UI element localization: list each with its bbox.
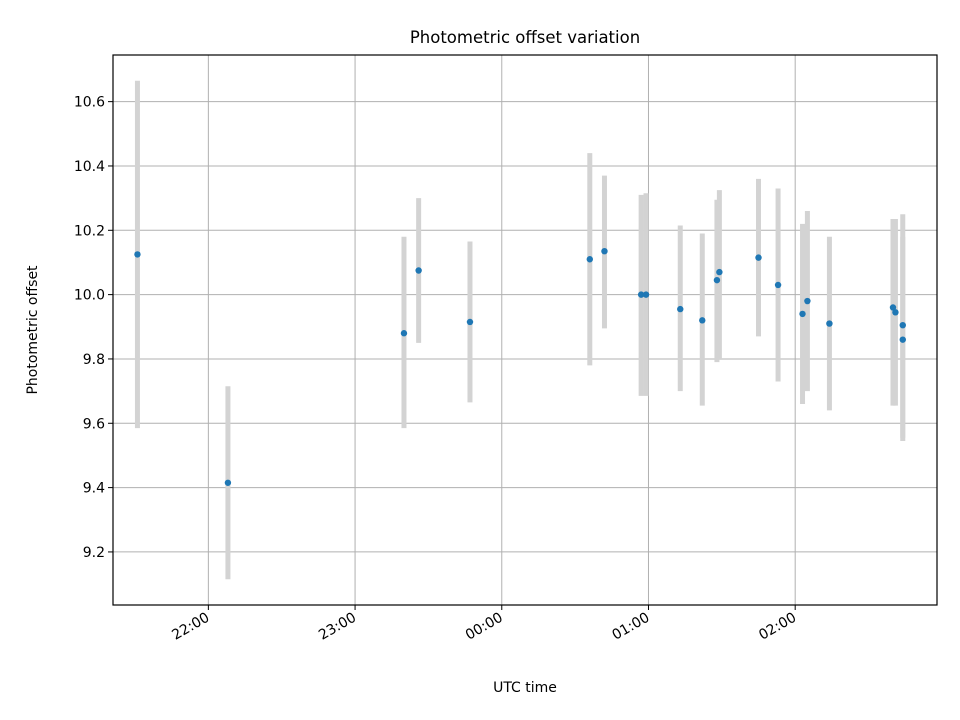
- y-axis-ticks: 9.2 9.4 9.6 9.8 10.0 10.2 10.4 10.6: [74, 95, 113, 561]
- data-point: [400, 330, 408, 337]
- data-point: [804, 297, 811, 305]
- data-point: [677, 305, 684, 313]
- y-tick-label: 10.0: [74, 288, 105, 304]
- y-tick-label: 9.4: [83, 481, 105, 497]
- data-point: [601, 247, 608, 255]
- data-point: [134, 251, 141, 258]
- plot-frame: [112, 54, 938, 606]
- data-point: [799, 310, 806, 318]
- data-point: [899, 336, 906, 343]
- y-tick-label: 10.2: [74, 223, 105, 239]
- data-point: [774, 281, 782, 289]
- y-tick-label: 10.6: [74, 95, 105, 111]
- data-point: [713, 276, 721, 284]
- data-point: [415, 267, 422, 274]
- data-point: [826, 320, 833, 327]
- y-tick-label: 9.2: [83, 545, 105, 561]
- grid: [113, 55, 937, 605]
- data-point: [892, 309, 899, 316]
- data-point: [637, 291, 645, 298]
- y-tick-label: 10.4: [74, 159, 105, 175]
- x-axis-label: UTC time: [493, 680, 557, 696]
- data-point: [716, 268, 723, 276]
- data-point: [899, 321, 906, 329]
- data-point: [642, 291, 650, 298]
- plot-background: [113, 55, 937, 605]
- chart-title: Photometric offset variation: [410, 28, 640, 47]
- data-point: [699, 317, 706, 324]
- y-axis-label: Photometric offset: [25, 265, 41, 395]
- data-point: [889, 304, 897, 311]
- data-points: [134, 247, 906, 486]
- y-tick-label: 9.6: [83, 416, 105, 432]
- y-tick-label: 9.8: [83, 352, 105, 368]
- data-point: [755, 254, 762, 261]
- data-point: [586, 256, 593, 263]
- data-point: [466, 318, 474, 326]
- data-point: [224, 479, 232, 486]
